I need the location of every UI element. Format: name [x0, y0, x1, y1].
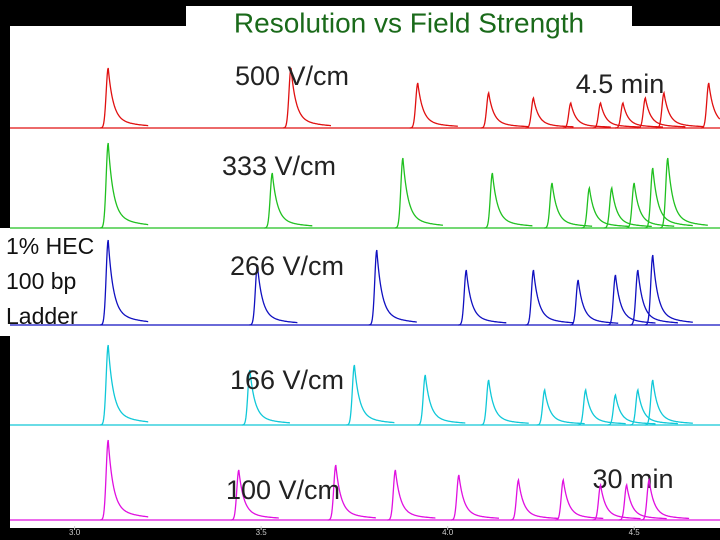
peak — [450, 474, 499, 521]
peak — [659, 157, 708, 229]
trace-label: 166 V/cm — [230, 365, 344, 395]
peak — [100, 344, 149, 426]
peak — [577, 387, 626, 426]
x-tick-label: 3.0 — [69, 528, 81, 537]
plot-area — [10, 26, 720, 528]
peak — [100, 239, 149, 326]
peak — [581, 185, 630, 229]
side-label: 1% HEC — [6, 233, 94, 259]
trace-label: 333 V/cm — [222, 151, 336, 181]
peak — [282, 67, 331, 129]
title-box — [186, 6, 632, 44]
trace-label: 500 V/cm — [235, 61, 349, 91]
peak — [387, 469, 436, 521]
side-label: 100 bp — [6, 268, 76, 294]
x-tick-label: 4.5 — [629, 528, 641, 537]
peak — [641, 477, 690, 521]
peak — [644, 254, 693, 326]
annotation: 30 min — [592, 464, 673, 494]
peak — [249, 264, 298, 326]
peak — [510, 477, 559, 521]
peak — [100, 67, 149, 129]
side-box — [0, 228, 122, 336]
peak — [394, 157, 443, 229]
x-tick-label: 3.5 — [256, 528, 268, 537]
peak — [525, 269, 574, 326]
peak — [700, 82, 720, 129]
peak — [592, 101, 641, 129]
peak — [458, 269, 507, 326]
trace-label: 266 V/cm — [230, 251, 344, 281]
peak — [417, 374, 466, 426]
peak — [629, 269, 678, 326]
peak — [592, 482, 641, 521]
peak — [644, 379, 693, 426]
peak — [484, 172, 533, 229]
peak — [346, 364, 395, 426]
peak — [368, 249, 417, 326]
peak — [629, 387, 678, 426]
peak — [626, 182, 675, 229]
peak — [536, 387, 585, 426]
x-tick-label: 4.0 — [442, 528, 454, 537]
peak — [241, 369, 290, 426]
peak — [480, 90, 529, 129]
chart-title: Resolution vs Field Strength — [234, 7, 584, 38]
peak — [480, 379, 529, 426]
peak — [644, 167, 693, 229]
peak — [618, 482, 667, 521]
peak — [637, 96, 686, 129]
peak — [100, 439, 149, 521]
peak — [409, 82, 458, 129]
trace-label: 100 V/cm — [226, 475, 340, 505]
peak — [656, 90, 704, 129]
peak — [603, 185, 652, 229]
peak — [100, 142, 149, 229]
peak — [562, 101, 611, 129]
annotation: 4.5 min — [576, 69, 665, 99]
peak — [327, 464, 376, 521]
peak — [615, 101, 663, 129]
peak — [230, 469, 279, 521]
peak — [264, 172, 313, 229]
